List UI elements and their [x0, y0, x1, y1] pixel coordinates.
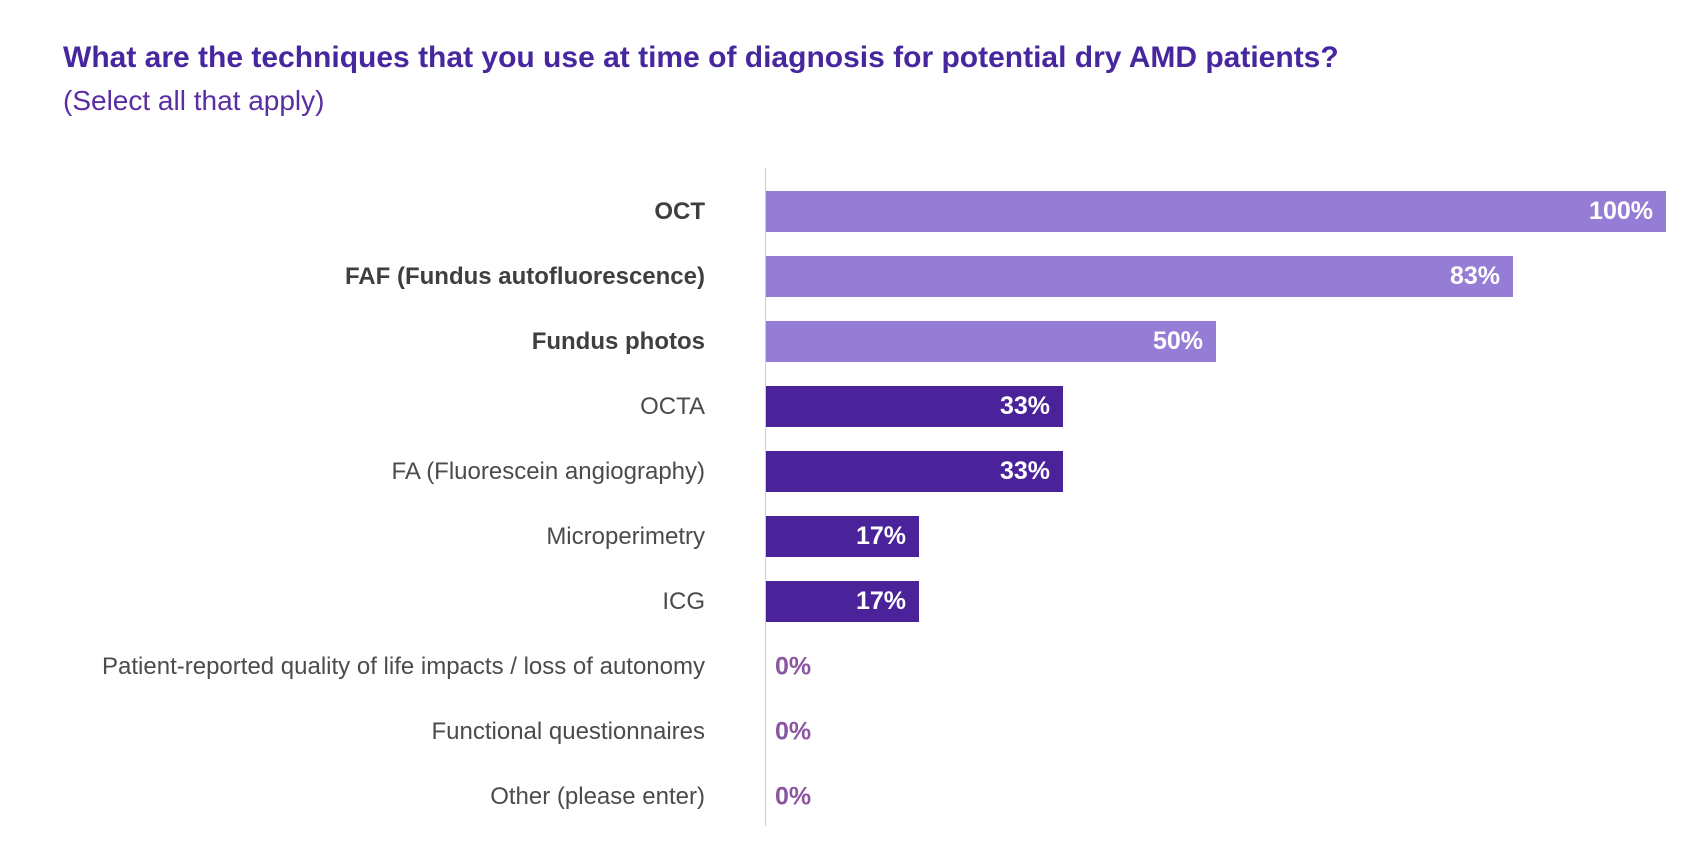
chart-row: Patient-reported quality of life impacts…	[0, 634, 1706, 699]
chart-row: OCTA 33%	[0, 374, 1706, 439]
chart-row: FA (Fluorescein angiography) 33%	[0, 439, 1706, 504]
bar: 17%	[766, 581, 919, 622]
bar-area: 0%	[766, 776, 1706, 817]
chart-row: ICG 17%	[0, 569, 1706, 634]
bar-area: 0%	[766, 711, 1706, 752]
category-label: Other (please enter)	[490, 782, 705, 810]
bar-area: 0%	[766, 646, 1706, 687]
bar: 50%	[766, 321, 1216, 362]
bar: 17%	[766, 516, 919, 557]
bar-area: 33%	[766, 386, 1706, 427]
chart-subtitle: (Select all that apply)	[63, 85, 325, 116]
bar-area: 17%	[766, 516, 1706, 557]
category-label: Microperimetry	[546, 522, 705, 550]
chart-row: Fundus photos 50%	[0, 309, 1706, 374]
bar: 33%	[766, 386, 1063, 427]
chart-row: FAF (Fundus autofluorescence) 83%	[0, 244, 1706, 309]
bar-area: 33%	[766, 451, 1706, 492]
chart-row: Microperimetry 17%	[0, 504, 1706, 569]
category-label: Functional questionnaires	[431, 717, 705, 745]
chart-rows: OCT 100% FAF (Fundus autofluorescence) 83% F…	[0, 179, 1706, 829]
chart-row: Other (please enter) 0%	[0, 764, 1706, 829]
value-label: 33%	[999, 457, 1050, 485]
value-label: 0%	[775, 717, 812, 745]
bar-area: 50%	[766, 321, 1706, 362]
value-label: 83%	[1449, 262, 1500, 290]
axis-line	[765, 168, 766, 826]
value-label: 17%	[855, 522, 906, 550]
value-label: 0%	[775, 652, 812, 680]
bar-area: 83%	[766, 256, 1706, 297]
value-label: 0%	[775, 782, 812, 810]
chart-row: OCT 100%	[0, 179, 1706, 244]
category-label: Patient-reported quality of life impacts…	[102, 652, 705, 680]
bar: 100%	[766, 191, 1666, 232]
chart-title: What are the techniques that you use at …	[63, 41, 1339, 74]
bar-area: 100%	[766, 191, 1706, 232]
value-label: 33%	[999, 392, 1050, 420]
category-label: FA (Fluorescein angiography)	[391, 457, 706, 485]
value-label: 17%	[855, 587, 906, 615]
value-label: 100%	[1589, 197, 1653, 225]
category-label: FAF (Fundus autofluorescence)	[344, 262, 705, 290]
chart-row: Functional questionnaires 0%	[0, 699, 1706, 764]
value-label: 50%	[1152, 327, 1203, 355]
category-label: ICG	[662, 587, 705, 615]
bar-chart: OCT 100% FAF (Fundus autofluorescence) 83% F…	[0, 168, 1706, 829]
category-label: Fundus photos	[531, 327, 705, 355]
category-label: OCT	[654, 197, 705, 225]
bar: 33%	[766, 451, 1063, 492]
category-label: OCTA	[640, 392, 705, 420]
bar: 83%	[766, 256, 1513, 297]
bar-area: 17%	[766, 581, 1706, 622]
title-block: What are the techniques that you use at …	[63, 36, 1643, 122]
